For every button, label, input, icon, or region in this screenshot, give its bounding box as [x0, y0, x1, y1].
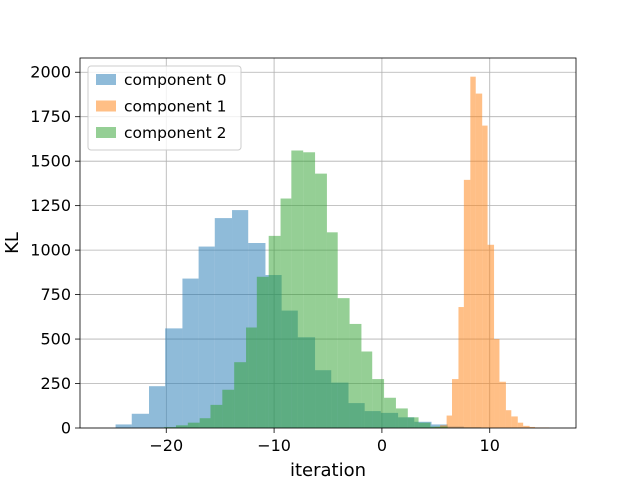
x-axis-ticks: −20 −10 0 10 — [149, 428, 500, 455]
histogram-bar — [246, 327, 257, 428]
y-axis-label: KL — [2, 232, 23, 254]
histogram-bar — [372, 379, 385, 428]
histogram-bar — [482, 125, 488, 428]
y-tick-label: 250 — [40, 374, 71, 393]
histogram-bar — [303, 152, 316, 428]
y-tick-label: 0 — [61, 419, 71, 438]
histogram-bars — [115, 76, 550, 429]
histogram-bar — [458, 307, 464, 428]
plot-area-frame — [79, 57, 577, 429]
histogram-bar — [470, 76, 476, 428]
histogram-bar — [511, 416, 518, 428]
histogram-bar — [517, 422, 524, 428]
histogram-bar — [149, 386, 166, 428]
y-tick-label: 1000 — [30, 241, 71, 260]
histogram-bar — [523, 425, 530, 428]
y-tick-label: 2000 — [30, 63, 71, 82]
series-2-bars — [164, 150, 448, 428]
histogram-bar — [131, 413, 150, 428]
y-tick-label: 1500 — [30, 152, 71, 171]
legend-label: component 1 — [124, 98, 226, 116]
legend-label: component 0 — [124, 71, 226, 89]
histogram-bar — [234, 362, 247, 428]
x-tick-label: 10 — [480, 436, 500, 455]
histogram-bar — [431, 424, 448, 428]
histogram-bar — [115, 424, 132, 428]
histogram-bar — [280, 198, 292, 428]
histogram-bar — [315, 173, 327, 428]
histogram-bar — [494, 339, 500, 428]
legend: component 0 component 1 component 2 — [87, 65, 242, 151]
histogram-bar — [349, 323, 362, 428]
histogram-bar — [256, 276, 269, 428]
legend-label: component 2 — [124, 124, 226, 142]
x-axis-label: iteration — [290, 460, 366, 480]
histogram-bar — [529, 426, 536, 428]
histogram-bar — [182, 278, 199, 428]
histogram-bar — [199, 418, 211, 428]
legend-swatch — [96, 127, 116, 138]
histogram-bar — [214, 218, 233, 428]
histogram-bar — [430, 426, 448, 428]
histogram-bar — [198, 246, 215, 428]
histogram-bar — [164, 427, 176, 428]
histogram-bar — [487, 244, 495, 428]
histogram-bar — [222, 389, 235, 428]
histogram-bar — [463, 179, 471, 428]
histogram-bar — [337, 298, 350, 428]
y-tick-label: 1750 — [30, 107, 71, 126]
y-axis-ticks: 0 250 500 750 1000 1250 1500 1750 2000 — [30, 63, 80, 438]
histogram-bar — [407, 417, 419, 428]
histogram-bar — [291, 150, 304, 428]
histogram-bar — [499, 381, 506, 428]
histogram-bar — [210, 404, 223, 428]
histogram-bar — [165, 328, 183, 428]
histogram-bar — [418, 422, 431, 428]
x-tick-label: 0 — [377, 436, 387, 455]
histogram-bar — [361, 351, 373, 428]
histogram-bar — [187, 422, 200, 428]
y-tick-label: 750 — [40, 285, 71, 304]
y-tick-label: 1250 — [30, 196, 71, 215]
histogram-bar — [384, 397, 396, 428]
histogram-bar — [175, 425, 188, 428]
legend-swatch — [96, 100, 116, 112]
y-tick-label: 500 — [40, 330, 71, 349]
legend-swatch — [96, 74, 116, 85]
histogram-bar — [268, 235, 281, 428]
histogram-bar — [446, 415, 452, 428]
x-tick-label: −20 — [149, 436, 183, 455]
histogram-bar — [475, 93, 483, 429]
histogram-bar — [326, 232, 338, 428]
x-tick-label: −10 — [257, 436, 291, 455]
histogram-bar — [505, 410, 512, 428]
legend-box — [87, 65, 242, 151]
histogram-bar — [452, 379, 459, 428]
histogram-bar — [395, 408, 408, 428]
